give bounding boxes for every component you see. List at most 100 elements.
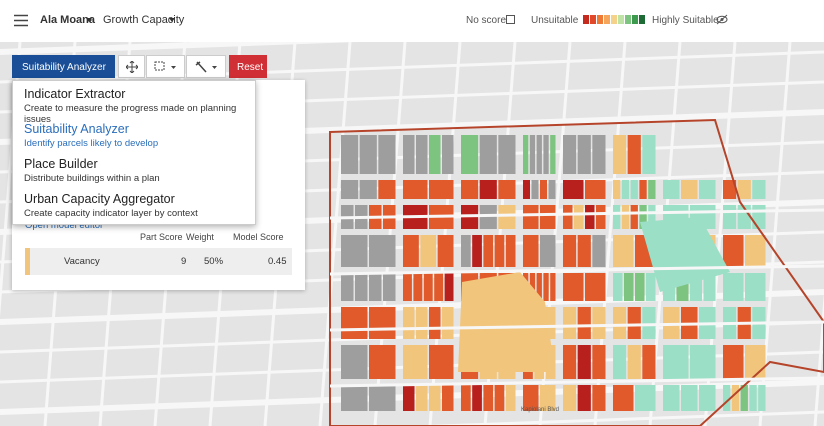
parcel	[585, 205, 595, 229]
parcel	[550, 135, 556, 174]
parcel	[442, 385, 454, 411]
tool-dropdown[interactable]: Suitability Analyzer	[12, 55, 115, 78]
street	[0, 42, 358, 55]
parcel	[369, 273, 382, 301]
tool-menu: Indicator Extractor Create to measure the…	[12, 80, 256, 225]
parcel	[479, 135, 497, 174]
parcel	[369, 385, 396, 411]
parcel	[758, 385, 766, 411]
parcel	[613, 135, 627, 174]
parcel	[731, 385, 740, 411]
parcel	[420, 235, 437, 267]
menu-item[interactable]: Place Builder Distribute buildings within…	[24, 157, 160, 184]
parcel	[723, 180, 737, 199]
parcel	[630, 205, 638, 229]
parcel	[563, 205, 573, 229]
parcel	[613, 273, 623, 301]
parcel	[403, 307, 415, 339]
street	[329, 320, 824, 332]
caret	[169, 18, 175, 22]
parcel	[627, 307, 641, 339]
parcel	[642, 307, 656, 339]
parcel	[429, 180, 454, 199]
parcel	[745, 345, 766, 379]
parcel	[444, 273, 454, 301]
model-editor-link[interactable]: Open model editor	[25, 220, 104, 231]
ramp-swatch	[618, 15, 624, 24]
parcel	[472, 385, 482, 411]
visibility-icon[interactable]	[716, 14, 728, 25]
parcel	[548, 180, 556, 199]
parcel	[505, 235, 516, 267]
menu-item[interactable]: Suitability Analyzer Identify parcels lik…	[24, 122, 158, 149]
parcel	[563, 307, 577, 339]
parcel	[681, 180, 698, 199]
parcel	[413, 273, 423, 301]
parcel	[434, 273, 444, 301]
street	[813, 291, 824, 426]
menu-item[interactable]: Indicator Extractor Create to measure the…	[24, 87, 255, 125]
menu-item-title: Place Builder	[24, 157, 98, 171]
parcel	[461, 135, 479, 174]
reset-button[interactable]: Reset	[229, 55, 267, 78]
parcel	[613, 307, 627, 339]
parcel	[749, 385, 757, 411]
row-name: Vacancy	[64, 256, 100, 267]
parcel	[378, 180, 396, 199]
parcel	[648, 205, 656, 229]
pan-button[interactable]	[118, 55, 145, 78]
street	[329, 264, 824, 276]
parcel	[681, 385, 698, 411]
project-name[interactable]: Ala Moana	[40, 14, 96, 26]
parcel	[498, 205, 516, 229]
no-score-box[interactable]	[506, 15, 515, 24]
parcel	[472, 235, 482, 267]
menu-item-title: Suitability Analyzer	[24, 122, 129, 136]
parcel	[369, 307, 396, 339]
part-score: 9	[181, 256, 187, 267]
parcel	[378, 135, 396, 174]
scenario-name[interactable]: Growth Capacity	[103, 14, 185, 26]
unsuitable-label: Unsuitable	[531, 15, 579, 26]
parcel	[403, 345, 428, 379]
parcel	[341, 235, 368, 267]
parcel	[540, 180, 547, 199]
parcel	[592, 345, 606, 379]
legend-ramp	[583, 15, 645, 24]
tools-icon	[195, 61, 217, 73]
menu-icon[interactable]	[14, 14, 28, 27]
parcel	[574, 205, 584, 229]
parcel	[359, 180, 377, 199]
parcel	[585, 180, 606, 199]
parcel	[369, 345, 396, 379]
parcel	[699, 180, 716, 199]
parcel	[529, 135, 536, 174]
street	[329, 376, 824, 388]
parcel	[723, 345, 744, 379]
parcel	[699, 385, 716, 411]
street	[398, 410, 824, 426]
parcel	[648, 180, 656, 199]
parcel	[703, 273, 716, 301]
parcel	[523, 385, 539, 411]
select-button[interactable]	[146, 55, 185, 78]
boundary	[329, 118, 824, 426]
parcel	[429, 385, 441, 411]
parcel	[563, 135, 577, 174]
menu-item-description: Create to measure the progress made on p…	[24, 103, 237, 125]
parcel	[461, 385, 471, 411]
parcel	[461, 180, 479, 199]
parcel	[563, 273, 584, 301]
menu-item[interactable]: Urban Capacity Aggregator Create capacity…	[24, 192, 198, 219]
parcel	[563, 385, 577, 411]
parcel	[723, 385, 731, 411]
parcel	[592, 307, 606, 339]
parcel	[543, 273, 549, 301]
parcel	[613, 205, 621, 229]
parcel	[403, 235, 419, 267]
caret	[86, 18, 92, 22]
parcel	[383, 273, 396, 301]
parcel	[577, 135, 591, 174]
tools-button[interactable]	[186, 55, 226, 78]
ramp-swatch	[583, 15, 589, 24]
